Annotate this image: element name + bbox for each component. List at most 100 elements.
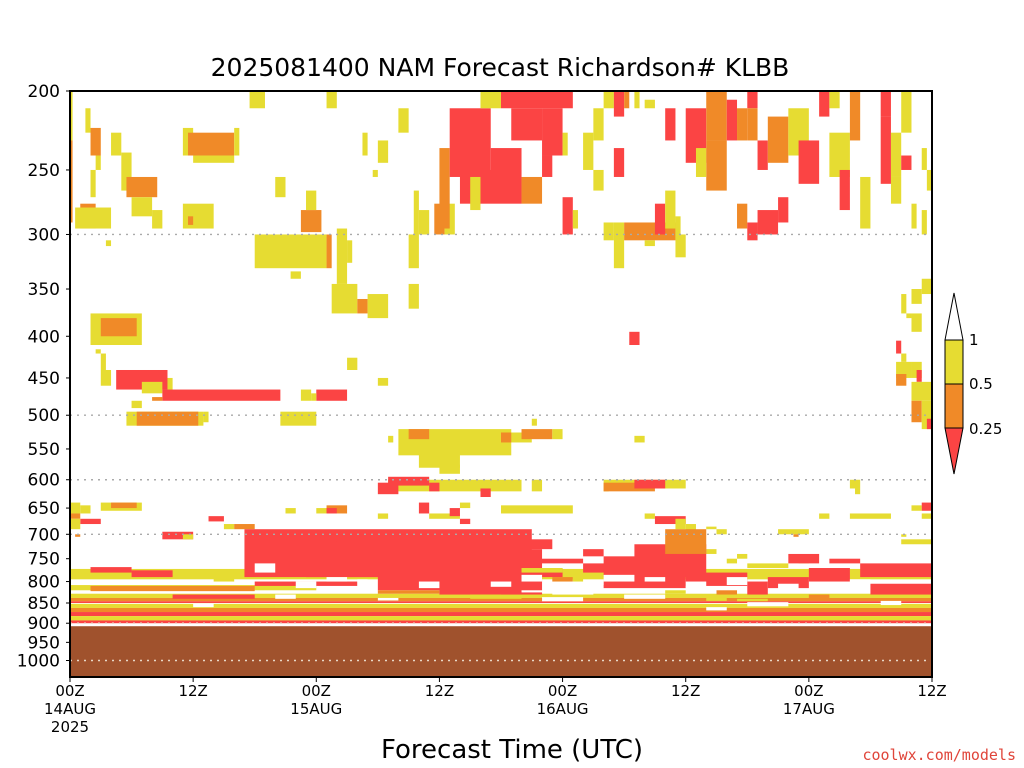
heatmap-cell [819, 91, 830, 117]
heatmap-cell [290, 271, 301, 279]
clear-patch [726, 577, 748, 586]
heatmap-cell [480, 91, 501, 109]
heatmap-cell [747, 563, 789, 569]
heatmap-cell [880, 91, 891, 117]
heatmap-cell [470, 176, 481, 211]
heatmap-cell [316, 389, 348, 401]
clear-patch [377, 597, 399, 601]
heatmap-cell [85, 108, 91, 133]
heatmap-cell [141, 381, 163, 394]
x-tick-label: 15AUG [290, 700, 342, 718]
heatmap-cell [418, 210, 430, 235]
heatmap-cell [70, 513, 81, 519]
heatmap-cell [70, 612, 932, 617]
below-ground-fill [70, 626, 932, 677]
x-tick-label: 00Z [548, 682, 577, 700]
heatmap-cell [280, 411, 317, 426]
heatmap-cell [367, 294, 389, 319]
plot-frame [69, 90, 933, 678]
heatmap-cell [152, 397, 163, 401]
heatmap-cell [706, 549, 717, 554]
colorbar-label: 0.5 [969, 375, 993, 393]
heatmap-cell [521, 429, 553, 440]
heatmap-cell [388, 476, 430, 486]
clear-patch [624, 594, 666, 599]
heatmap-cell [552, 577, 573, 582]
heatmap-cell [316, 508, 327, 514]
clear-patch [295, 581, 317, 589]
y-tick-label: 450 [28, 369, 60, 389]
heatmap-cell [75, 207, 112, 229]
heatmap-cell [716, 590, 738, 595]
heatmap-cell [829, 132, 850, 177]
heatmap-cell [413, 190, 419, 235]
heatmap-cell [362, 132, 368, 156]
heatmap-cell [70, 616, 932, 621]
credit-text: coolwx.com/models [862, 746, 1016, 764]
heatmap-cell [131, 400, 142, 409]
heatmap-cell [95, 349, 101, 354]
heatmap-cell [572, 577, 614, 582]
heatmap-cell [890, 132, 902, 177]
y-tick-label: 400 [28, 327, 60, 347]
heatmap-cell [188, 216, 194, 225]
heatmap-cell [706, 91, 727, 141]
heatmap-cell [521, 176, 543, 204]
heatmap-cell [162, 389, 281, 401]
y-tick-label: 1000 [17, 652, 60, 672]
heatmap-cell [788, 553, 820, 564]
heatmap-cell [70, 518, 81, 530]
y-tick-label: 850 [28, 594, 60, 614]
y-tick-label: 350 [28, 280, 60, 300]
clear-patch [254, 563, 276, 573]
heatmap-cell [921, 148, 927, 170]
y-tick-label: 300 [28, 225, 60, 245]
heatmap-cell [747, 108, 758, 141]
heatmap-cell [613, 222, 625, 269]
heatmap-cell [778, 529, 809, 535]
heatmap-cell [634, 435, 645, 443]
heatmap-cell [100, 353, 106, 370]
heatmap-cell [778, 197, 789, 223]
heatmap-cell [747, 91, 758, 109]
heatmap-cell [80, 505, 91, 514]
clear-patch [357, 579, 368, 591]
heatmap-cell [911, 505, 922, 511]
heatmap-cell [603, 91, 614, 109]
heatmap-cell [439, 565, 522, 595]
heatmap-cell [921, 513, 932, 519]
heatmap-cell [860, 176, 871, 229]
y-tick-label: 750 [28, 550, 60, 570]
heatmap-cell [223, 524, 235, 530]
heatmap-cell [793, 534, 799, 537]
heatmap-cell [408, 283, 419, 309]
heatmap-cell [901, 155, 912, 170]
heatmap-cell [896, 340, 902, 354]
y-tick-label: 900 [28, 614, 60, 634]
heatmap-cell [870, 583, 932, 595]
heatmap-cell [306, 190, 317, 211]
heatmap-cell [167, 377, 173, 394]
heatmap-cell [665, 190, 676, 229]
heatmap-cell [644, 513, 655, 519]
heatmap-cell [849, 479, 861, 489]
x-tick-label: 00Z [55, 682, 84, 700]
clear-patch [552, 585, 594, 595]
x-tick-label: 00Z [794, 682, 823, 700]
heatmap-cell [377, 590, 440, 594]
heatmap-cell [665, 590, 686, 594]
clear-patch [778, 583, 799, 591]
x-tick-label: 2025 [51, 718, 89, 736]
heatmap-cell [926, 169, 932, 191]
clear-patch [706, 607, 727, 611]
heatmap-cell [70, 603, 932, 608]
heatmap-cell [737, 108, 748, 141]
heatmap-cell [449, 508, 460, 517]
heatmap-cell [105, 240, 112, 247]
heatmap-cell [285, 508, 296, 514]
heatmap-cell [326, 234, 332, 269]
heatmap-cell [418, 502, 430, 514]
heatmap-cell [747, 222, 758, 241]
heatmap-cell [75, 534, 81, 537]
